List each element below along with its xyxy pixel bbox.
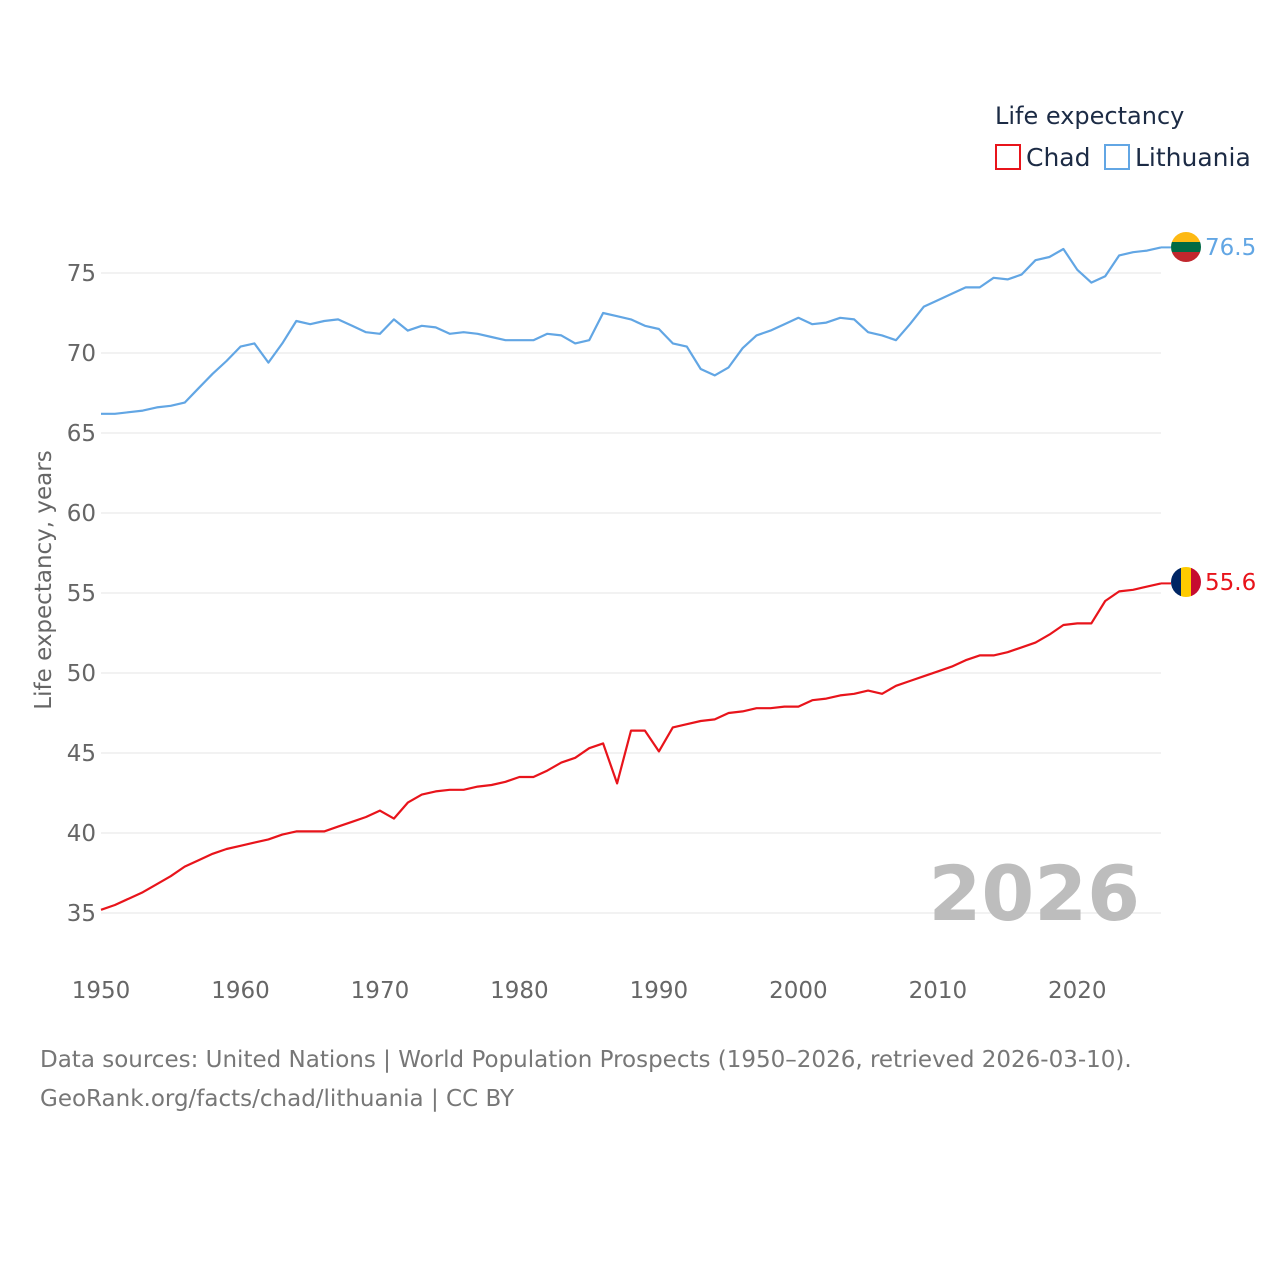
y-tick-75: 75 (67, 261, 96, 287)
legend-swatch-chad[interactable] (995, 144, 1021, 170)
y-tick-40: 40 (67, 821, 96, 847)
legend-entry-chad[interactable]: Chad (1026, 143, 1091, 172)
x-tick-labels: 1950 1960 1970 1980 1990 2000 2010 2020 (72, 978, 1107, 1004)
y-axis-label: Life expectancy, years (31, 450, 57, 709)
gridlines (101, 272, 1161, 914)
x-tick-1980: 1980 (490, 978, 549, 1004)
x-tick-1960: 1960 (211, 978, 270, 1004)
series-line-chad[interactable] (100, 582, 1162, 911)
x-tick-1970: 1970 (351, 978, 410, 1004)
year-badge: 2026 (928, 849, 1140, 938)
y-tick-50: 50 (67, 661, 96, 687)
chad-end-label: 55.6 (1205, 570, 1256, 596)
legend-entry-lithuania[interactable]: Lithuania (1135, 143, 1251, 172)
x-tick-2000: 2000 (769, 978, 828, 1004)
x-tick-2010: 2010 (909, 978, 968, 1004)
x-tick-1990: 1990 (630, 978, 689, 1004)
y-tick-35: 35 (67, 901, 96, 927)
series-lines (100, 246, 1171, 911)
data-source-note: Data sources: United Nations | World Pop… (40, 1047, 1132, 1073)
lithuania-flag-icon (1171, 232, 1201, 262)
chad-flag-icon (1171, 567, 1201, 597)
x-tick-1950: 1950 (72, 978, 131, 1004)
y-tick-labels: 35 40 45 50 55 60 65 70 75 (67, 261, 96, 927)
y-tick-65: 65 (67, 421, 96, 447)
lithuania-end-label: 76.5 (1205, 235, 1256, 261)
series-line-lithuania[interactable] (101, 246, 1162, 415)
attribution-link[interactable]: GeoRank.org/facts/chad/lithuania | CC BY (40, 1086, 515, 1112)
y-tick-70: 70 (67, 341, 96, 367)
legend-swatch-lithuania[interactable] (1104, 144, 1130, 170)
y-tick-55: 55 (67, 581, 96, 607)
legend[interactable]: Life expectancy Chad Lithuania (995, 102, 1251, 172)
legend-title: Life expectancy (995, 102, 1184, 130)
y-tick-60: 60 (67, 501, 96, 527)
x-tick-2020: 2020 (1048, 978, 1107, 1004)
y-tick-45: 45 (67, 741, 96, 767)
